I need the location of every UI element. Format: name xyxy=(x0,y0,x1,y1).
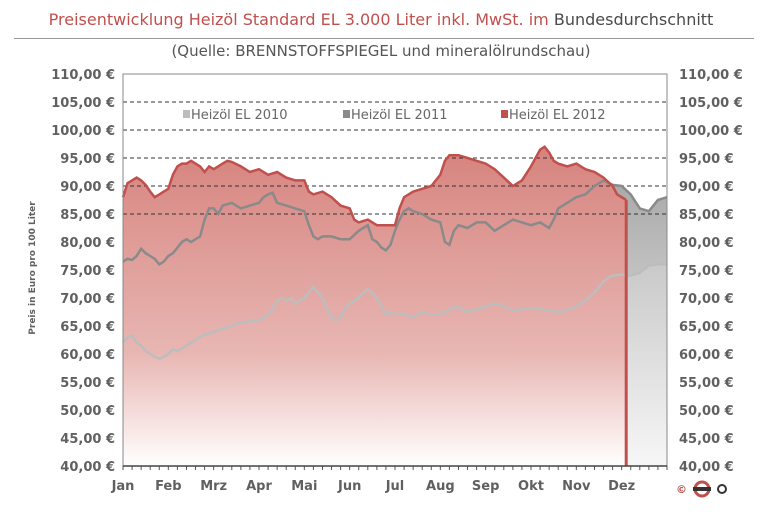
y-tick-label-left: 110,00 € xyxy=(51,68,115,83)
x-tick-label: Nov xyxy=(562,479,591,494)
y-tick-label-right: 105,00 € xyxy=(679,96,743,111)
y-tick-label-right: 75,00 € xyxy=(679,264,734,279)
legend-entry: Heizöl EL 2011 xyxy=(351,108,448,123)
y-tick-label-left: 40,00 € xyxy=(60,460,115,475)
y-tick-label-left: 105,00 € xyxy=(51,96,115,111)
y-tick-label-right: 90,00 € xyxy=(679,180,734,195)
y-tick-label-right: 85,00 € xyxy=(679,208,734,223)
x-tick-label: Aug xyxy=(426,479,455,494)
series-lines xyxy=(121,145,668,466)
y-axis-left-labels: 40,00 € 45,00 € 50,00 € 55,00 € 60,00 € 65,00… xyxy=(51,68,115,475)
y-tick-label-left: 90,00 € xyxy=(60,180,115,195)
axes xyxy=(122,73,668,470)
title-region: Bundesdurchschnitt xyxy=(553,10,714,29)
y-tick-label-left: 100,00 € xyxy=(51,124,115,139)
y-tick-label-left: 45,00 € xyxy=(60,432,115,447)
x-tick-label: Jul xyxy=(385,479,405,494)
y-tick-label-left: 65,00 € xyxy=(60,320,115,335)
line-2012 xyxy=(121,145,627,227)
x-tick-label: Jun xyxy=(337,479,361,494)
x-tick-label: Jan xyxy=(111,479,135,494)
y-axis-title: Preis in Euro pro 100 Liter xyxy=(28,201,38,335)
logo-dot xyxy=(717,484,727,494)
y-tick-label-right: 80,00 € xyxy=(679,236,734,251)
y-tick-label-left: 50,00 € xyxy=(60,404,115,419)
y-tick-label-right: 55,00 € xyxy=(679,376,734,391)
y-tick-label-right: 70,00 € xyxy=(679,292,734,307)
chart-subtitle: (Quelle: BRENNSTOFFSPIEGEL und mineralöl… xyxy=(171,42,591,60)
x-tick-label: Feb xyxy=(155,479,181,494)
y-axis-right-labels: 40,00 € 45,00 € 50,00 € 55,00 € 60,00 € 65,00… xyxy=(679,68,743,475)
y-tick-label-left: 80,00 € xyxy=(60,236,115,251)
y-tick-label-left: 70,00 € xyxy=(60,292,115,307)
chart-title: Preisentwicklung Heizöl Standard EL 3.00… xyxy=(0,10,762,29)
title-main: Preisentwicklung Heizöl Standard EL 3.00… xyxy=(48,10,549,29)
x-tick-label: Dez xyxy=(608,479,635,494)
y-tick-label-left: 60,00 € xyxy=(60,348,115,363)
y-tick-label-right: 50,00 € xyxy=(679,404,734,419)
y-tick-label-right: 60,00 € xyxy=(679,348,734,363)
line-2011 xyxy=(122,178,668,267)
x-tick-label: Mrz xyxy=(200,479,227,494)
y-tick-label-left: 95,00 € xyxy=(60,152,115,167)
y-tick-label-right: 110,00 € xyxy=(679,68,743,83)
y-tick-label-right: 40,00 € xyxy=(679,460,734,475)
y-tick-label-right: 95,00 € xyxy=(679,152,734,167)
x-tick-label: Mai xyxy=(291,479,317,494)
y-tick-label-left: 85,00 € xyxy=(60,208,115,223)
y-tick-label-right: 65,00 € xyxy=(679,320,734,335)
legend: Heizöl EL 2010 Heizöl EL 2011 Heizöl EL 20… xyxy=(183,108,606,123)
logo-bar xyxy=(693,487,711,491)
legend-swatch xyxy=(501,110,508,118)
x-tick-label: Apr xyxy=(246,479,272,494)
legend-entry: Heizöl EL 2010 xyxy=(191,108,288,123)
legend-swatch xyxy=(183,110,190,118)
line-2010 xyxy=(122,263,667,360)
company-logo-icon: © xyxy=(676,480,727,498)
x-axis-labels: Jan Feb Mrz Apr Mai Jun Jul Aug Sep Okt Nov Dez xyxy=(111,479,636,494)
x-tick-label: Sep xyxy=(472,479,500,494)
x-tick-label: Okt xyxy=(518,479,544,494)
y-tick-label-right: 45,00 € xyxy=(679,432,734,447)
copyright-symbol: © xyxy=(676,483,687,496)
y-tick-label-right: 100,00 € xyxy=(679,124,743,139)
y-tick-label-left: 75,00 € xyxy=(60,264,115,279)
title-divider xyxy=(14,38,754,39)
legend-swatch xyxy=(343,110,350,118)
y-tick-label-left: 55,00 € xyxy=(60,376,115,391)
legend-entry: Heizöl EL 2012 xyxy=(509,108,606,123)
